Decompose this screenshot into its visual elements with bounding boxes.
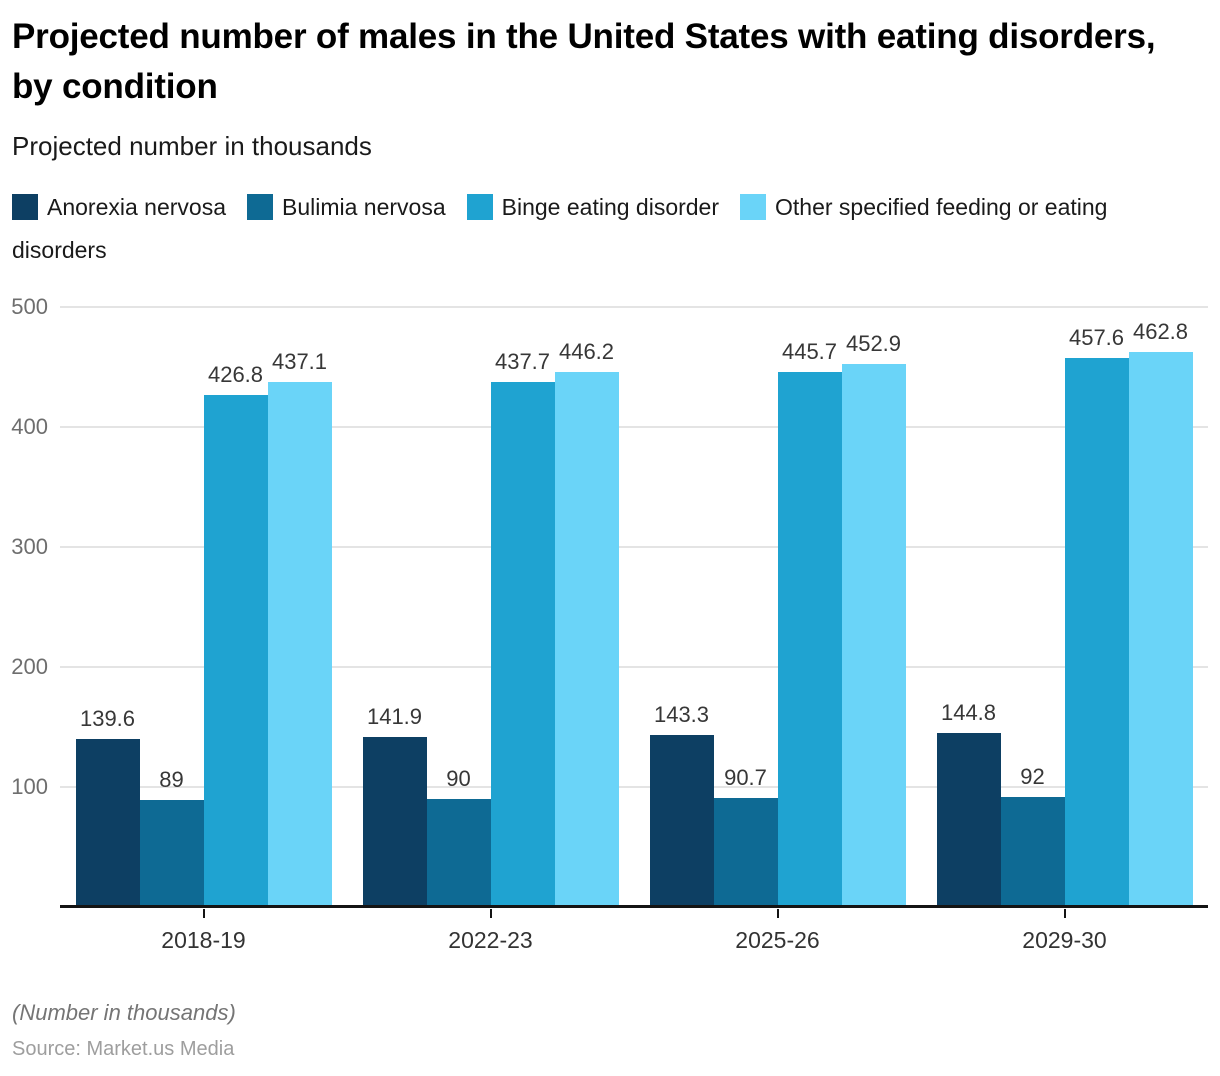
y-axis-tick-label: 300 — [11, 534, 48, 559]
y-axis-tick-label: 100 — [11, 774, 48, 799]
bar-value-label: 141.9 — [366, 703, 423, 729]
x-axis-category-label: 2025-26 — [735, 927, 820, 953]
bar-value-label: 90.7 — [724, 765, 767, 791]
bar-value-label: 457.6 — [1068, 324, 1125, 350]
bar-value-label: 452.9 — [845, 330, 902, 356]
x-axis-category-label: 2029-30 — [1022, 927, 1107, 953]
bar-binge-eating — [203, 394, 268, 907]
y-gridline — [60, 546, 1208, 548]
bar-value-label: 437.7 — [494, 348, 551, 374]
legend-swatch-square — [12, 194, 38, 220]
y-gridline — [60, 666, 1208, 668]
bar-other-specified — [1128, 351, 1193, 907]
legend-swatch-square — [247, 194, 273, 220]
x-axis-category-label: 2022-23 — [448, 927, 533, 953]
y-gridline — [60, 426, 1208, 428]
y-axis-tick-label: 500 — [11, 294, 48, 319]
x-axis-line — [60, 905, 1208, 908]
bar-other-specified — [554, 371, 619, 907]
bar-value-label: 144.8 — [940, 700, 997, 726]
bar-bulimia-nervosa — [713, 798, 778, 907]
legend-label: Anorexia nervosa — [47, 194, 226, 220]
y-gridline — [60, 786, 1208, 788]
y-gridline — [60, 306, 1208, 308]
legend-item: Other specified feeding or eating disord… — [12, 194, 1107, 263]
bar-value-label: 445.7 — [781, 339, 838, 365]
chart-source: Source: Market.us Media — [12, 1038, 235, 1060]
x-axis-tick — [202, 909, 205, 918]
legend-item: Bulimia nervosa — [247, 194, 446, 220]
bar-value-label: 92 — [1020, 763, 1045, 789]
chart-subtitle: Projected number in thousands — [12, 131, 372, 161]
legend-label: Bulimia nervosa — [282, 194, 446, 220]
bar-value-label: 426.8 — [207, 361, 264, 387]
bar-value-label: 90 — [446, 766, 471, 791]
bar-value-label: 437.1 — [271, 349, 328, 375]
legend-item: Anorexia nervosa — [12, 194, 226, 220]
bar-value-label: 462.8 — [1132, 318, 1189, 344]
bar-binge-eating — [777, 372, 842, 907]
y-axis-tick-label: 200 — [11, 654, 48, 679]
bar-anorexia-nervosa — [649, 735, 714, 907]
bar-value-label: 139.6 — [79, 706, 136, 732]
y-axis-tick-label: 400 — [11, 414, 48, 439]
bar-value-label: 143.3 — [653, 702, 710, 728]
bar-bulimia-nervosa — [139, 800, 204, 907]
bar-value-label: 89 — [159, 767, 184, 793]
chart-footnote: (Number in thousands) — [12, 1000, 236, 1025]
bar-anorexia-nervosa — [936, 733, 1001, 907]
bar-binge-eating — [1064, 357, 1129, 907]
bar-anorexia-nervosa — [75, 739, 140, 907]
x-axis-tick — [1063, 909, 1066, 918]
x-axis-tick — [489, 909, 492, 918]
legend-label: Other specified feeding or eating disord… — [12, 194, 1108, 263]
legend-item: Binge eating disorder — [466, 194, 720, 220]
legend-label: Binge eating disorder — [501, 194, 720, 220]
chart-legend: Anorexia nervosa Bulimia nervosa Binge eat… — [12, 186, 1208, 272]
x-axis-tick — [776, 909, 779, 918]
bar-other-specified — [267, 382, 332, 907]
bar-anorexia-nervosa — [362, 736, 427, 907]
bar-bulimia-nervosa — [426, 799, 491, 907]
bar-binge-eating — [490, 381, 555, 907]
chart-title: Projected number of males in the United … — [12, 17, 1156, 106]
x-axis-category-label: 2018-19 — [161, 927, 246, 953]
bar-value-label: 446.2 — [558, 338, 615, 364]
legend-swatch-square — [740, 194, 767, 220]
bar-bulimia-nervosa — [1000, 796, 1065, 907]
bar-other-specified — [841, 363, 906, 907]
legend-swatch-square — [466, 194, 493, 220]
